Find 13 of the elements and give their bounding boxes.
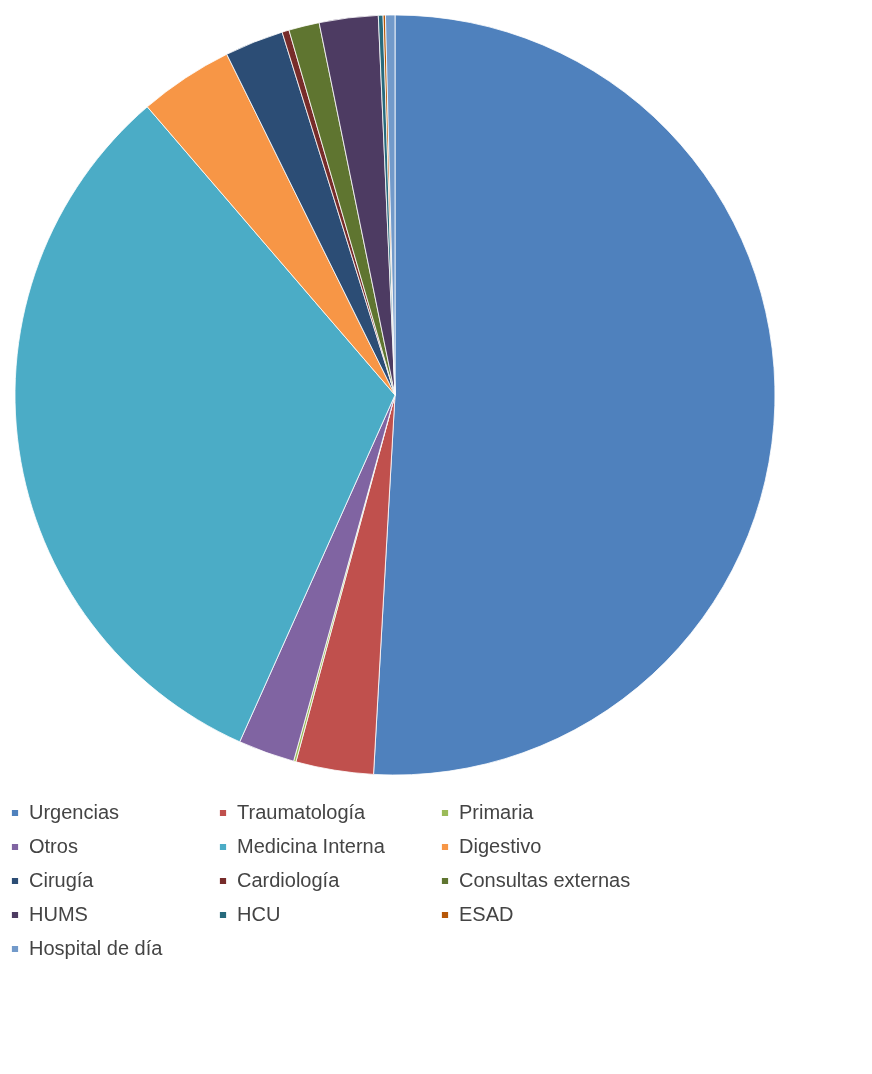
legend-label: ESAD bbox=[459, 903, 514, 925]
legend-label: Cardiología bbox=[237, 869, 341, 891]
legend-label: Primaria bbox=[459, 801, 535, 823]
legend-label: Medicina Interna bbox=[237, 835, 386, 857]
legend-label: Hospital de día bbox=[29, 937, 164, 959]
legend-label: Consultas externas bbox=[459, 869, 631, 891]
legend-label: Urgencias bbox=[29, 801, 120, 823]
legend-label: Traumatología bbox=[237, 801, 367, 823]
legend-label: HCU bbox=[237, 903, 281, 925]
legend-label: Otros bbox=[29, 835, 78, 857]
legend-label: Cirugía bbox=[29, 869, 95, 891]
legend-label: Digestivo bbox=[459, 835, 542, 857]
legend-label: HUMS bbox=[29, 903, 88, 925]
